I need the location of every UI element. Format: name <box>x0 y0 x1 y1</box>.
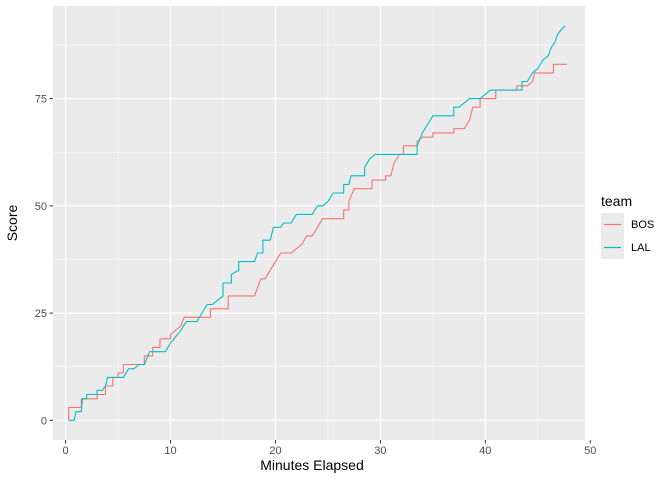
x-axis-title: Minutes Elapsed <box>260 457 364 473</box>
x-tick-label: 40 <box>479 445 491 457</box>
x-tick-label: 0 <box>63 445 69 457</box>
y-tick-label: 75 <box>35 94 47 106</box>
legend-label-bos: BOS <box>631 219 654 231</box>
y-tick-label: 50 <box>35 201 47 213</box>
y-tick-label: 0 <box>41 415 47 427</box>
y-tick-label: 25 <box>35 308 47 320</box>
series-lines <box>68 25 568 421</box>
legend-label-lal: LAL <box>631 242 651 254</box>
x-tick-label: 30 <box>374 445 386 457</box>
legend-title: team <box>601 193 632 209</box>
x-tick-label: 20 <box>269 445 281 457</box>
legend: team BOS LAL <box>601 193 654 259</box>
plot-panel <box>53 6 585 440</box>
series-line-lal <box>68 25 566 421</box>
axes: 0 10 20 30 40 50 0 25 50 75 <box>35 94 597 457</box>
plot-panel-background <box>53 6 585 440</box>
y-axis-title: Score <box>4 205 20 242</box>
series-line-bos <box>68 63 568 421</box>
x-tick-label: 10 <box>164 445 176 457</box>
x-tick-label: 50 <box>584 445 596 457</box>
